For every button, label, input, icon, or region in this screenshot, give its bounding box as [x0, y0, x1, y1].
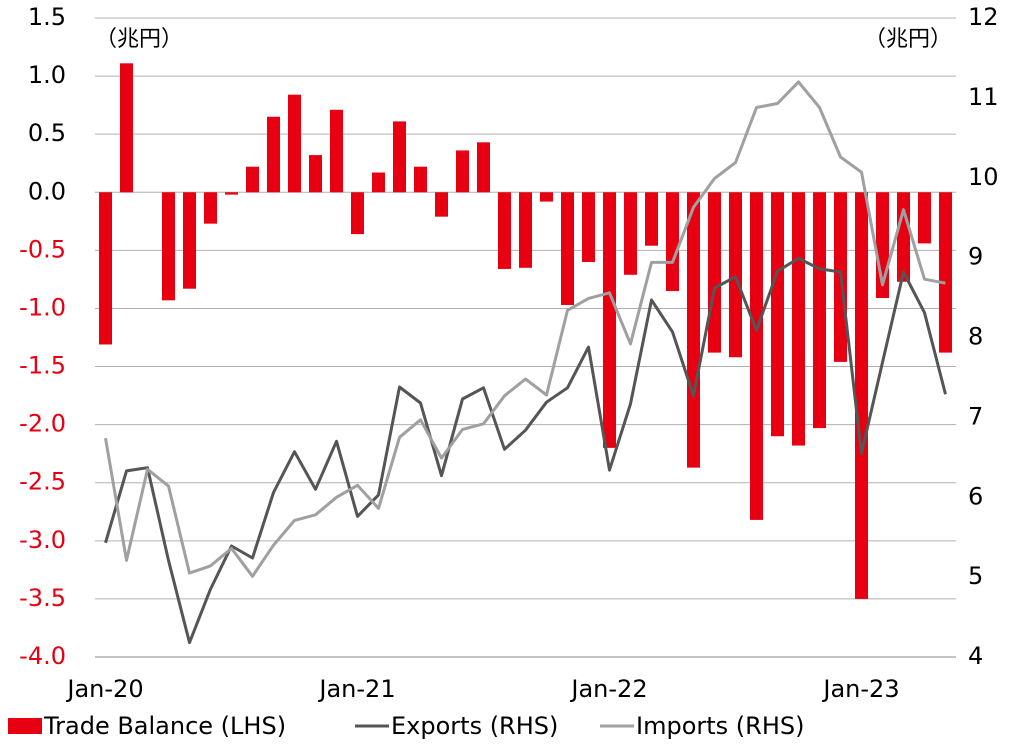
- bar: [246, 166, 259, 193]
- y2-tick-label: 9: [968, 243, 983, 271]
- bar: [435, 192, 448, 217]
- bar: [288, 94, 301, 193]
- bar: [603, 192, 616, 448]
- y2-tick-label: 10: [968, 163, 999, 191]
- bar: [456, 150, 469, 193]
- line: [104, 80, 946, 578]
- left-unit: （兆円）: [95, 27, 183, 52]
- y2-tick-label: 12: [968, 3, 999, 31]
- bar: [393, 121, 406, 193]
- y-tick-label: -3.0: [19, 526, 66, 554]
- bar: [351, 192, 364, 235]
- bar: [330, 109, 343, 193]
- bar: [120, 63, 133, 193]
- bar: [624, 192, 637, 275]
- bar: [267, 116, 280, 193]
- bar: [414, 166, 427, 193]
- bar: [225, 192, 238, 195]
- bar: [939, 192, 952, 353]
- x-tick-label: Jan-21: [317, 675, 395, 703]
- bar: [897, 192, 910, 282]
- bar: [582, 192, 595, 262]
- bar: [666, 192, 679, 292]
- y-tick-label: 0.0: [28, 177, 66, 205]
- bar: [918, 192, 931, 244]
- y-tick-label: -0.5: [19, 235, 66, 263]
- bar: [99, 192, 112, 345]
- bar: [540, 192, 553, 202]
- bar: [813, 192, 826, 429]
- bar: [729, 192, 742, 358]
- y-tick-label: 1.0: [28, 61, 66, 89]
- bar: [372, 172, 385, 193]
- bar: [750, 192, 763, 520]
- legend-label: Exports (RHS): [391, 712, 558, 740]
- bar: [477, 142, 490, 193]
- bar: [708, 192, 721, 353]
- y2-tick-label: 8: [968, 323, 983, 351]
- y-tick-label: -2.5: [19, 468, 66, 496]
- bar: [498, 192, 511, 269]
- bar: [561, 192, 574, 305]
- y2-tick-label: 7: [968, 402, 983, 430]
- bar: [855, 192, 868, 599]
- y-tick-label: -1.0: [19, 293, 66, 321]
- right-unit: （兆円）: [864, 27, 952, 52]
- y-tick-label: 1.5: [28, 3, 66, 31]
- y-tick-label: -1.5: [19, 352, 66, 380]
- bar: [792, 192, 805, 446]
- y2-tick-label: 6: [968, 482, 983, 510]
- y-tick-label: -3.5: [19, 584, 66, 612]
- x-tick-label: Jan-23: [821, 675, 899, 703]
- y2-tick-label: 4: [968, 642, 983, 670]
- x-tick-label: Jan-20: [65, 675, 143, 703]
- y2-tick-label: 11: [968, 83, 999, 111]
- bar: [204, 192, 217, 224]
- y2-tick-label: 5: [968, 562, 983, 590]
- bar: [687, 192, 700, 468]
- bar: [771, 192, 784, 437]
- y-tick-label: 0.5: [28, 119, 66, 147]
- legend-label: Imports (RHS): [636, 712, 804, 740]
- line: [104, 256, 947, 645]
- bar: [519, 192, 532, 268]
- y-tick-label: -4.0: [19, 642, 66, 670]
- bar: [183, 192, 196, 289]
- bar: [309, 155, 322, 193]
- bar: [645, 192, 658, 246]
- y-tick-label: -2.0: [19, 410, 66, 438]
- bar: [162, 192, 175, 301]
- x-tick-label: Jan-22: [569, 675, 647, 703]
- legend-swatch: [8, 718, 42, 734]
- legend-label: Trade Balance (LHS): [43, 712, 286, 740]
